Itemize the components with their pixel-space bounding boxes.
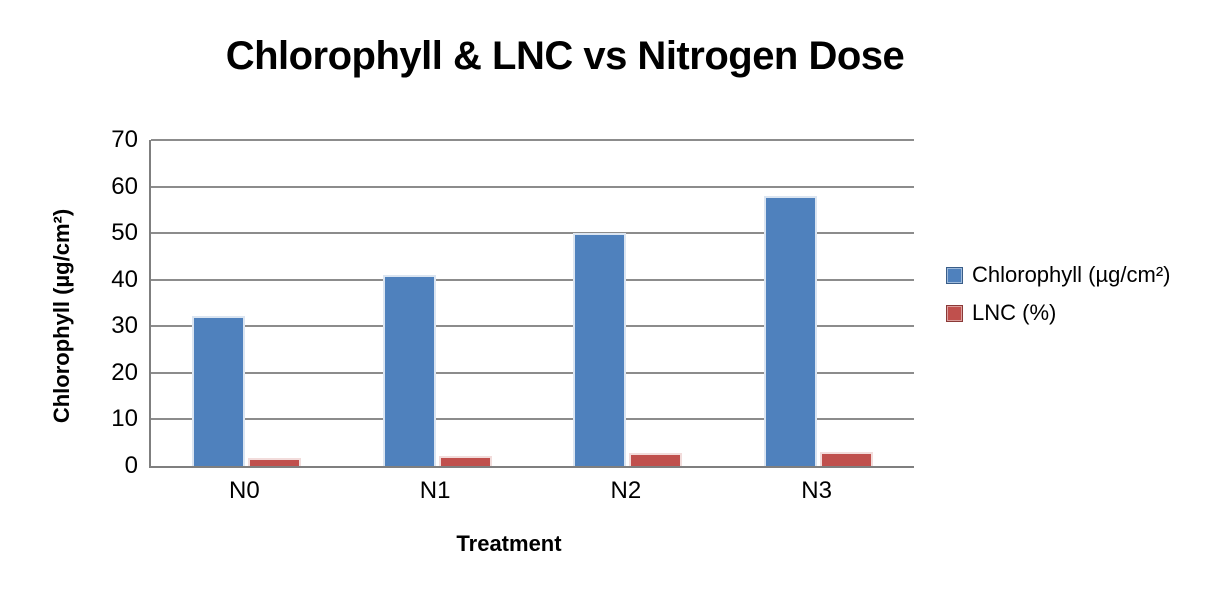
bar-N3-series-0 (764, 195, 818, 466)
gridline-60 (151, 185, 914, 188)
gridline-50 (151, 232, 914, 235)
gridline-20 (151, 371, 914, 374)
chart-title: Chlorophyll & LNC vs Nitrogen Dose (225, 34, 905, 78)
legend-swatch-icon (946, 266, 963, 284)
bar-N3-series-1 (820, 451, 874, 466)
y-tick-label-0: 0 (124, 452, 138, 479)
y-tick-label-50: 50 (111, 219, 138, 247)
legend-item-0: Chlorophyll (µg/cm²) (946, 263, 1171, 287)
legend-item-1: LNC (%) (946, 301, 1171, 325)
y-tick-label-40: 40 (111, 265, 138, 293)
y-tick-label-10: 10 (111, 405, 138, 433)
bar-N2-series-1 (629, 453, 683, 466)
bar-N1-series-0 (382, 275, 436, 466)
gridline-30 (151, 325, 914, 328)
y-tick-label-20: 20 (111, 358, 138, 386)
x-label-N0: N0 (229, 477, 260, 504)
bar-N1-series-1 (438, 455, 492, 466)
y-tick-label-70: 70 (111, 126, 138, 153)
gridline-70 (151, 139, 914, 141)
y-tick-label-60: 60 (111, 172, 138, 200)
bar-N0-series-1 (247, 457, 301, 466)
bar-N0-series-0 (191, 315, 245, 466)
legend-label: LNC (%) (972, 300, 1057, 325)
plot-area (149, 139, 914, 468)
x-label-N2: N2 (610, 477, 642, 504)
gridline-10 (151, 418, 914, 421)
bar-N2-series-0 (573, 233, 627, 466)
gridline-40 (151, 278, 914, 281)
legend-swatch-icon (946, 304, 963, 322)
y-tick-label-30: 30 (111, 312, 138, 340)
legend-label: Chlorophyll (µg/cm²) (972, 262, 1171, 287)
x-label-N3: N3 (801, 477, 832, 504)
x-axis-title: Treatment (456, 531, 562, 556)
legend: Chlorophyll (µg/cm²) LNC (%) (946, 263, 1171, 325)
y-axis-title: Chlorophyll (µg/cm²) (49, 208, 74, 424)
x-label-N1: N1 (419, 477, 451, 504)
